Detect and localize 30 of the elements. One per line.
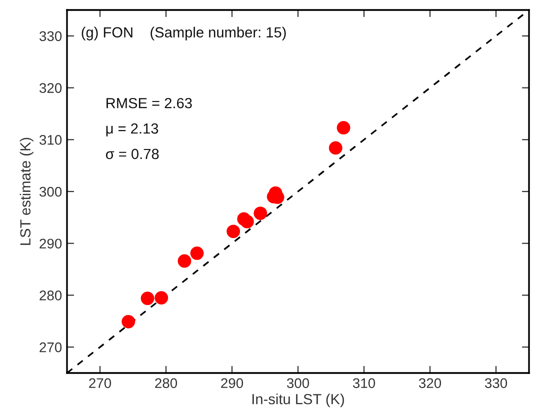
x-tick-label: 290 bbox=[221, 378, 244, 388]
annotation: RMSE = 2.63 bbox=[106, 98, 192, 108]
y-axis-title: LST estimate (K) bbox=[20, 138, 34, 245]
annotation: σ = 0.78 bbox=[106, 148, 159, 160]
point bbox=[226, 224, 240, 238]
point bbox=[328, 141, 342, 155]
point bbox=[122, 314, 136, 328]
x-tick-label: 280 bbox=[155, 378, 178, 388]
y-tick-label: 280 bbox=[40, 290, 62, 300]
point bbox=[140, 292, 154, 306]
x-tick-label: 300 bbox=[286, 378, 310, 388]
point bbox=[190, 246, 204, 260]
point bbox=[240, 214, 254, 228]
y-tick-label: 310 bbox=[40, 134, 62, 145]
point bbox=[178, 254, 192, 268]
y-tick-label: 300 bbox=[40, 186, 62, 197]
x-tick-label: 270 bbox=[89, 378, 112, 388]
y-tick-label: 320 bbox=[40, 83, 62, 93]
point bbox=[336, 121, 350, 134]
point bbox=[154, 291, 168, 305]
y-tick-label: 290 bbox=[40, 238, 62, 249]
point bbox=[254, 206, 268, 220]
annotation: (g) FON (Sample number: 15) bbox=[82, 26, 286, 40]
x-tick-label: 330 bbox=[484, 378, 508, 388]
x-tick-label: 320 bbox=[418, 378, 442, 388]
y-tick-label: 330 bbox=[40, 31, 62, 42]
y-tick-label: 270 bbox=[40, 342, 62, 352]
annotation: μ = 2.13 bbox=[106, 123, 158, 136]
x-axis-title: In-situ LST (K) bbox=[252, 394, 344, 408]
x-tick-label: 310 bbox=[352, 378, 376, 388]
